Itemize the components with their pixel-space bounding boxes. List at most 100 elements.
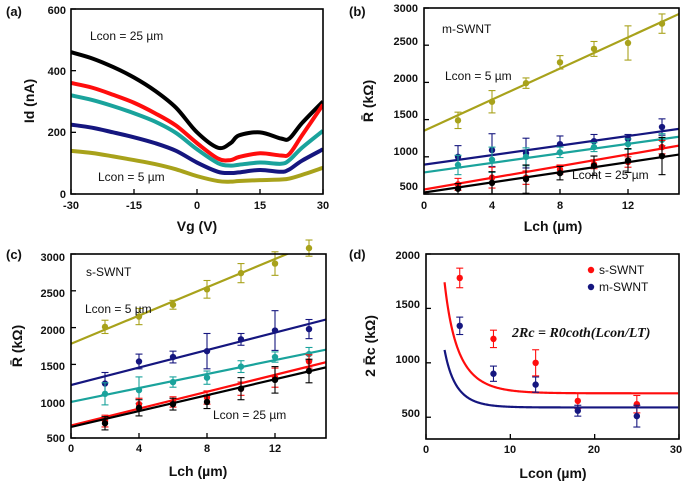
panel-d-frame	[425, 253, 680, 440]
data-point-s-SWNT	[532, 349, 540, 377]
panel-b-frame	[423, 7, 680, 195]
data-point-navy	[237, 332, 245, 346]
fit-line-olive	[71, 254, 290, 345]
curve-red	[71, 81, 323, 163]
marker	[522, 79, 530, 87]
marker	[624, 39, 632, 47]
panel-c: (c) 0 4 8 12 500 1000 1500 2000 2500 300…	[6, 239, 327, 479]
marker	[490, 370, 497, 377]
marker	[590, 162, 598, 169]
data-point-teal	[101, 382, 109, 406]
data-point-teal	[271, 351, 279, 363]
panel-b-x-tick: 8	[557, 200, 563, 212]
marker	[271, 376, 279, 384]
panel-a-annotation-25um: Lcon = 25 µm	[90, 29, 163, 43]
fit-curve-s-SWNT	[443, 282, 679, 395]
marker	[456, 322, 463, 330]
data-point-s-SWNT	[456, 267, 464, 289]
fit-line-navy	[71, 318, 326, 387]
panel-c-x-tick: 12	[269, 443, 281, 455]
data-point-black	[488, 171, 496, 195]
panel-a-x-label: Vg (V)	[177, 218, 217, 234]
marker	[101, 420, 109, 427]
panel-d-label: (d)	[349, 247, 366, 262]
panel-a-y-tick: 400	[48, 66, 66, 78]
marker	[169, 353, 177, 361]
panel-b-y-ticks: 500 1000 1500 2000 2500 3000	[394, 3, 418, 193]
data-point-olive	[488, 90, 496, 114]
curve-teal	[71, 93, 323, 168]
panel-b-y-tick: 1000	[394, 146, 418, 158]
marker	[658, 152, 666, 160]
marker	[532, 381, 539, 388]
panel-a-x-tick: 15	[254, 200, 266, 212]
marker	[237, 269, 245, 277]
panel-b: (b) 0 4 8 12 500 1000 1500 2000 2500 300…	[349, 3, 680, 234]
fit-line-olive	[424, 12, 679, 132]
marker	[305, 244, 313, 252]
data-point-m-SWNT	[633, 404, 641, 428]
panel-b-x-tick: 0	[421, 200, 427, 212]
data-point-teal	[237, 360, 245, 374]
panel-b-series	[423, 7, 679, 195]
marker	[135, 386, 143, 394]
marker	[454, 185, 462, 192]
panel-d-x-ticks: 0 10 20 30	[423, 444, 682, 456]
marker	[590, 143, 598, 151]
panel-a-x-tick: 0	[194, 200, 200, 212]
marker	[574, 397, 581, 405]
data-point-olive	[271, 251, 279, 276]
panel-c-y-tick: 500	[47, 433, 65, 445]
panel-b-x-label: Lch (µm)	[524, 218, 583, 234]
data-point-olive	[305, 239, 313, 257]
panel-b-y-tick: 2500	[394, 36, 418, 48]
data-point-olive	[522, 77, 530, 89]
marker	[101, 323, 109, 331]
panel-d-x-tick: 0	[423, 444, 429, 456]
panel-c-y-tick: 2500	[41, 288, 65, 300]
data-point-teal	[556, 146, 564, 159]
curve-navy	[71, 122, 323, 176]
data-point-black	[271, 366, 279, 394]
data-point-black	[203, 394, 211, 410]
panel-c-y-ticks: 500 1000 1500 2000 2500 3000	[41, 252, 65, 445]
panel-b-annotation-5um: Lcon = 5 µm	[445, 69, 512, 83]
panel-d-x-label: Lcon (µm)	[519, 465, 586, 481]
marker	[271, 260, 279, 267]
data-point-olive	[101, 319, 109, 335]
panel-d-x-tick: 20	[588, 444, 600, 456]
legend-marker-s-swnt	[587, 266, 595, 274]
panel-c-y-tick: 1500	[41, 361, 65, 373]
data-point-black	[658, 136, 666, 176]
panel-a-y-tick: 600	[48, 5, 66, 17]
data-point-teal	[522, 147, 530, 167]
panel-d-equation: 2Rc = R0coth(Lcon/LT)	[511, 326, 650, 341]
data-point-olive	[454, 111, 462, 130]
panel-a-y-tick: 200	[48, 127, 66, 139]
marker	[203, 398, 211, 406]
panel-c-x-ticks: 0 4 8 12	[68, 443, 281, 455]
panel-a-y-tick: 0	[60, 189, 66, 201]
marker	[101, 390, 109, 398]
marker	[556, 140, 564, 148]
panel-c-y-tick: 1000	[41, 398, 65, 410]
panel-c-label: (c)	[6, 247, 22, 262]
marker	[135, 404, 143, 412]
panel-a: (a) -30 -15 0 15 30 0 200 400 600 Vg (V)…	[6, 4, 329, 234]
panel-a-x-tick: 30	[317, 200, 329, 212]
panel-d-y-ticks: 500 1000 1500 2000	[396, 250, 420, 420]
panel-a-frame	[70, 8, 324, 195]
marker	[488, 179, 496, 187]
marker	[522, 175, 530, 183]
data-point-m-SWNT	[532, 376, 540, 393]
panel-c-y-label: R̄ (kΩ)	[8, 325, 25, 367]
panel-b-y-tick: 3000	[394, 3, 418, 15]
panel-d-x-tick: 30	[670, 444, 682, 456]
data-point-navy	[658, 118, 666, 136]
panel-b-y-tick: 1500	[394, 109, 418, 121]
legend-label-m-swnt: m-SWNT	[599, 280, 649, 294]
data-point-teal	[454, 154, 462, 176]
panel-c-frame	[70, 253, 327, 439]
panel-c-x-label: Lch (µm)	[169, 463, 228, 479]
marker	[454, 161, 462, 169]
